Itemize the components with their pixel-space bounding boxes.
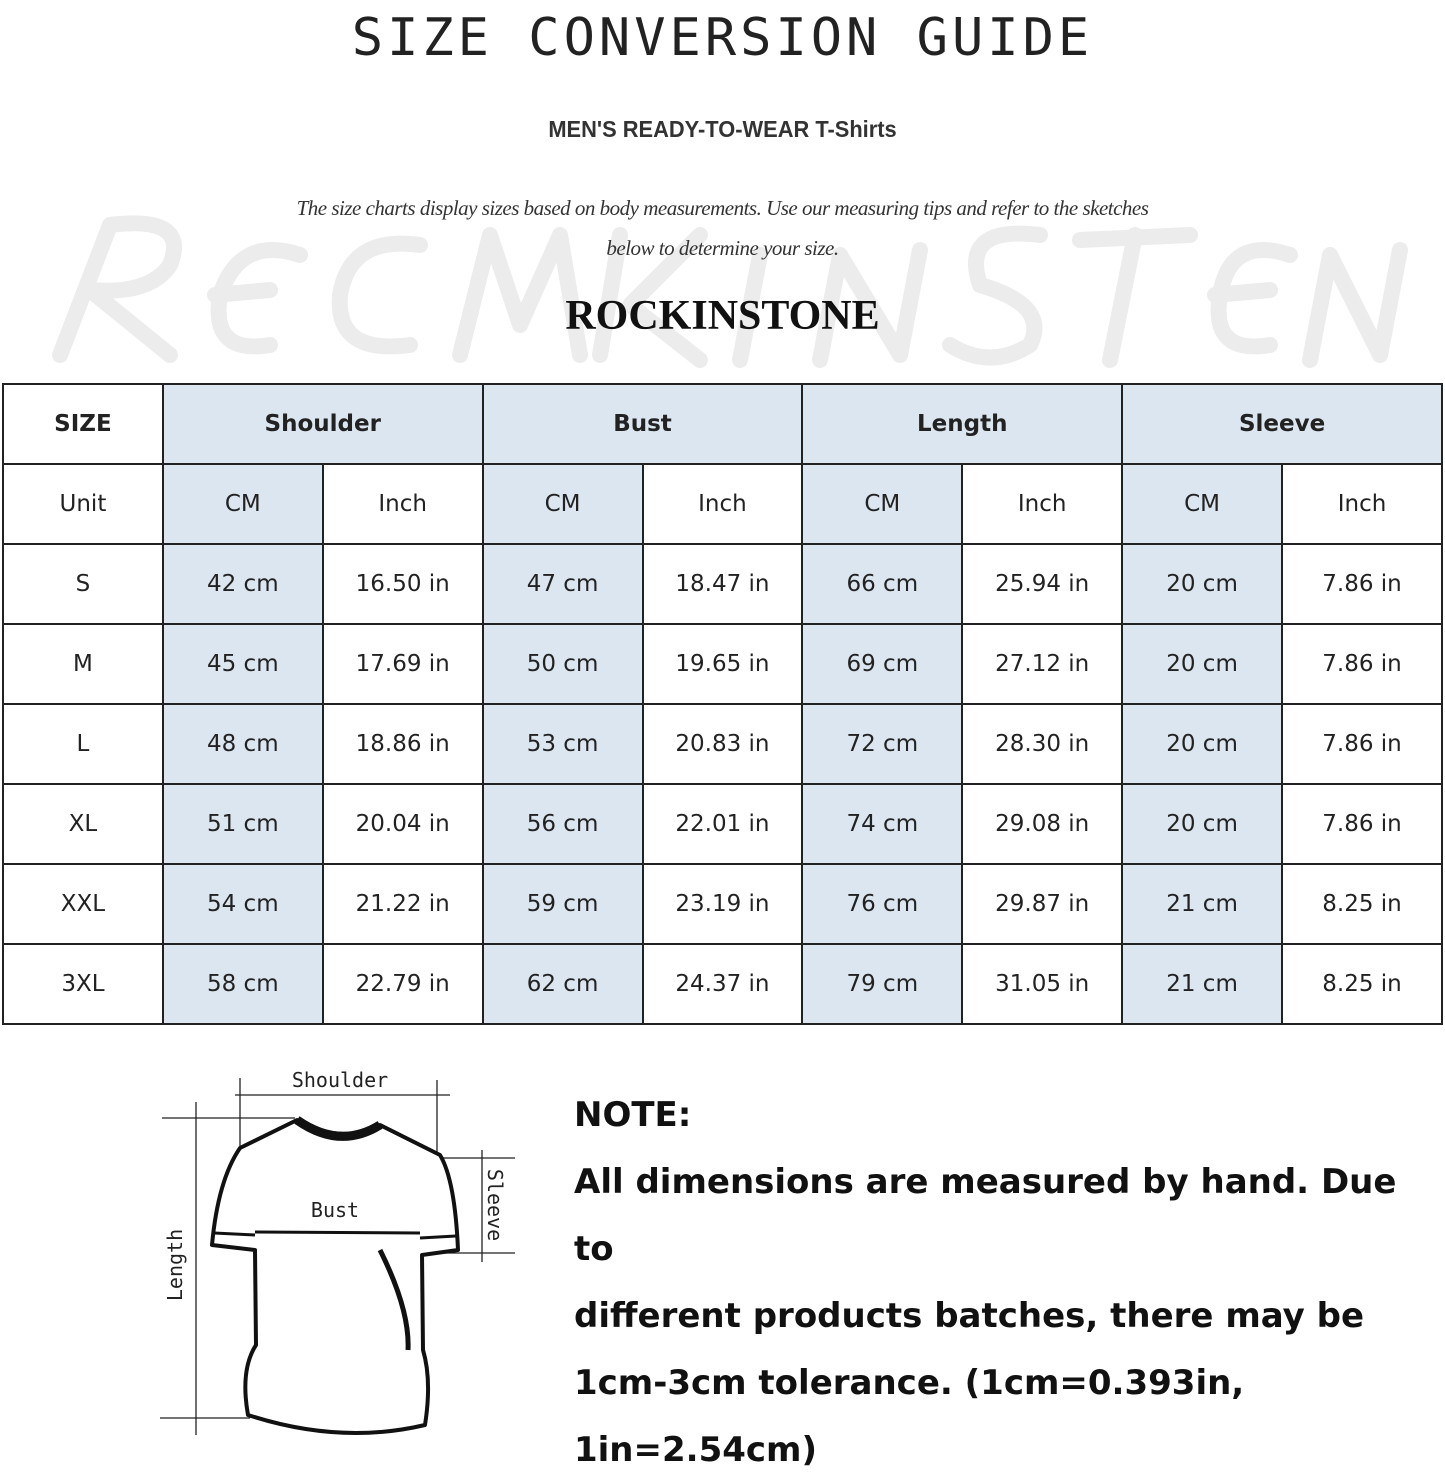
value-cell: 27.12 in [961,623,1124,705]
size-cell: S [2,543,164,625]
value-cell: 59 cm [481,863,644,945]
table-row: M 45 cm 17.69 in 50 cm 19.65 in 69 cm 27.12 in… [2,623,1443,705]
measure-header: Length [801,383,1124,465]
value-cell: 58 cm [161,943,324,1025]
value-cell: 19.65 in [641,623,804,705]
value-cell: 29.87 in [961,863,1124,945]
note-line-3: 1cm-3cm tolerance. (1cm=0.393in, 1in=2.5… [574,1363,1245,1470]
value-cell: 21 cm [1121,943,1283,1025]
value-cell: 21.22 in [321,863,484,945]
size-header: SIZE [2,383,164,465]
value-cell: 20 cm [1121,783,1283,865]
value-cell: 47 cm [481,543,644,625]
value-cell: 42 cm [161,543,324,625]
value-cell: 7.86 in [1281,783,1443,865]
value-cell: 79 cm [801,943,964,1025]
value-cell: 24.37 in [641,943,804,1025]
size-table: SIZE Shoulder Bust Length Sleeve Unit CM Inch CM… [2,383,1443,1025]
measure-header: Sleeve [1121,383,1443,465]
value-cell: 23.19 in [641,863,804,945]
unit-cell: CM [801,463,964,545]
table-row: S 42 cm 16.50 in 47 cm 18.47 in 66 cm 25.94 in… [2,543,1443,625]
intro-line-1: The size charts display sizes based on b… [296,196,1149,220]
note: NOTE: All dimensions are measured by han… [574,1082,1434,1484]
measure-header: Bust [481,383,804,465]
value-cell: 20.04 in [321,783,484,865]
subtitle: MEN'S READY-TO-WEAR T-Shirts [548,116,897,142]
tshirt-measurement-sketch: Shoulder Bust Sleeve Length [160,1068,515,1435]
size-cell: M [2,623,164,705]
value-cell: 7.86 in [1281,543,1443,625]
value-cell: 20.83 in [641,703,804,785]
value-cell: 72 cm [801,703,964,785]
value-cell: 8.25 in [1281,943,1443,1025]
unit-row: Unit CM Inch CM Inch CM Inch CM Inch [2,463,1443,545]
length-label: Length [163,1229,187,1301]
value-cell: 20 cm [1121,543,1283,625]
size-cell: XL [2,783,164,865]
sleeve-label: Sleeve [483,1169,507,1241]
shoulder-label: Shoulder [292,1068,388,1092]
note-line-2: different products batches, there may be [574,1296,1365,1336]
unit-cell: CM [1121,463,1283,545]
table-row: L 48 cm 18.86 in 53 cm 20.83 in 72 cm 28.30 in… [2,703,1443,785]
value-cell: 76 cm [801,863,964,945]
value-cell: 74 cm [801,783,964,865]
value-cell: 7.86 in [1281,623,1443,705]
value-cell: 25.94 in [961,543,1124,625]
unit-cell: Inch [321,463,484,545]
brand-name: ROCKINSTONE [565,293,880,339]
value-cell: 18.47 in [641,543,804,625]
unit-cell: CM [161,463,324,545]
value-cell: 53 cm [481,703,644,785]
table-row: 3XL 58 cm 22.79 in 62 cm 24.37 in 79 cm 31.05 … [2,943,1443,1025]
note-line-1: All dimensions are measured by hand. Due… [574,1162,1397,1269]
intro-line-2: below to determine your size. [606,236,839,260]
value-cell: 20 cm [1121,703,1283,785]
note-heading: NOTE: [574,1095,692,1135]
value-cell: 22.01 in [641,783,804,865]
size-cell: XXL [2,863,164,945]
value-cell: 56 cm [481,783,644,865]
value-cell: 48 cm [161,703,324,785]
page-title: SIZE CONVERSION GUIDE [351,8,1094,68]
unit-cell: CM [481,463,644,545]
unit-cell: Inch [961,463,1124,545]
value-cell: 21 cm [1121,863,1283,945]
measure-header: Shoulder [161,383,484,465]
value-cell: 66 cm [801,543,964,625]
value-cell: 62 cm [481,943,644,1025]
value-cell: 20 cm [1121,623,1283,705]
value-cell: 18.86 in [321,703,484,785]
value-cell: 50 cm [481,623,644,705]
table-row: XXL 54 cm 21.22 in 59 cm 23.19 in 76 cm 29.87 … [2,863,1443,945]
unit-cell: Unit [2,463,164,545]
value-cell: 29.08 in [961,783,1124,865]
bust-label: Bust [311,1198,359,1222]
watermark-logo [52,215,1408,368]
size-cell: L [2,703,164,785]
header-row: SIZE Shoulder Bust Length Sleeve [2,383,1443,465]
value-cell: 31.05 in [961,943,1124,1025]
value-cell: 17.69 in [321,623,484,705]
size-cell: 3XL [2,943,164,1025]
value-cell: 16.50 in [321,543,484,625]
unit-cell: Inch [641,463,804,545]
unit-cell: Inch [1281,463,1443,545]
value-cell: 45 cm [161,623,324,705]
value-cell: 8.25 in [1281,863,1443,945]
value-cell: 51 cm [161,783,324,865]
table-row: XL 51 cm 20.04 in 56 cm 22.01 in 74 cm 29.08 i… [2,783,1443,865]
value-cell: 69 cm [801,623,964,705]
intro-text: The size charts display sizes based on b… [200,188,1245,268]
value-cell: 22.79 in [321,943,484,1025]
value-cell: 54 cm [161,863,324,945]
value-cell: 28.30 in [961,703,1124,785]
value-cell: 7.86 in [1281,703,1443,785]
